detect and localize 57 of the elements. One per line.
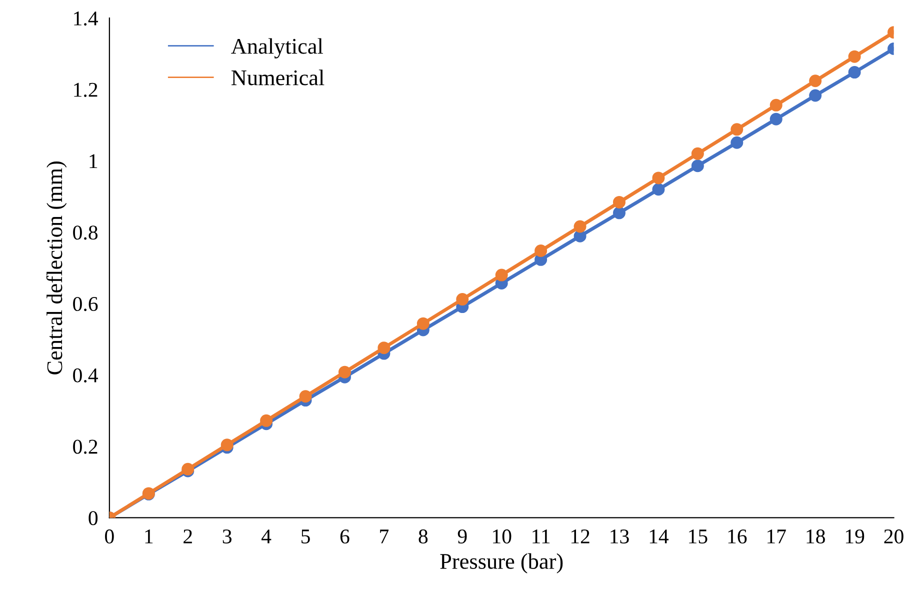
point [691,147,704,160]
point [613,196,626,208]
x-tick-label: 18 [806,529,825,544]
x-tick-label: 10 [493,529,512,544]
x-tick-label: 4 [262,530,272,544]
point [652,172,665,184]
point [260,414,273,427]
y-tick-label: 0.4 [73,368,98,382]
x-tick-label: 17 [768,530,786,544]
point [378,342,390,354]
y-tick-label: 1.4 [74,12,98,26]
point [416,317,430,330]
x-tick-label: 14 [650,530,669,544]
x-tick-label: 11 [532,530,550,544]
point [613,206,626,220]
point [495,268,508,282]
x-tick-label: 5 [302,530,310,544]
y-axis-title: Central deflection (mm) [46,162,67,374]
x-tick-label: 2 [184,529,192,544]
point [534,244,548,258]
point [456,293,469,306]
point [652,183,665,196]
y-tick-label: 1 [90,154,98,168]
x-tick-label: 13 [610,529,629,544]
point [809,74,822,88]
point [220,438,234,452]
x-tick-label: 6 [340,529,350,544]
x-tick-label: 9 [458,529,467,544]
x-tick-label: 12 [571,529,590,544]
point [730,123,744,136]
x-axis-title: Pressure (bar) [440,553,563,574]
x-tick-label: 20 [884,529,904,544]
x-tick-label: 3 [222,529,232,544]
point [809,89,822,102]
x-tick-label: 8 [418,529,428,544]
legend-label: Analytical [231,38,323,58]
point [574,220,586,233]
x-tick-label: 16 [728,529,747,544]
y-tick-label: 0.8 [73,226,98,240]
point [299,390,312,403]
legend-label: Numerical [232,70,324,86]
x-tick-label: 0 [105,529,114,544]
point [848,50,861,63]
y-tick-label: 0.6 [73,296,98,312]
x-tick-label: 7 [380,530,389,544]
x-tick-label: 1 [145,530,153,544]
y-tick-label: 0.2 [73,440,98,454]
x-tick-label: 19 [846,529,864,544]
point [848,66,861,79]
point [691,160,704,172]
y-tick-label: 0 [88,511,98,526]
point [338,366,351,378]
x-tick-label: 15 [689,530,708,544]
point [730,136,744,149]
point [770,112,782,126]
point [770,98,782,112]
y-tick-label: 1.2 [74,82,98,97]
